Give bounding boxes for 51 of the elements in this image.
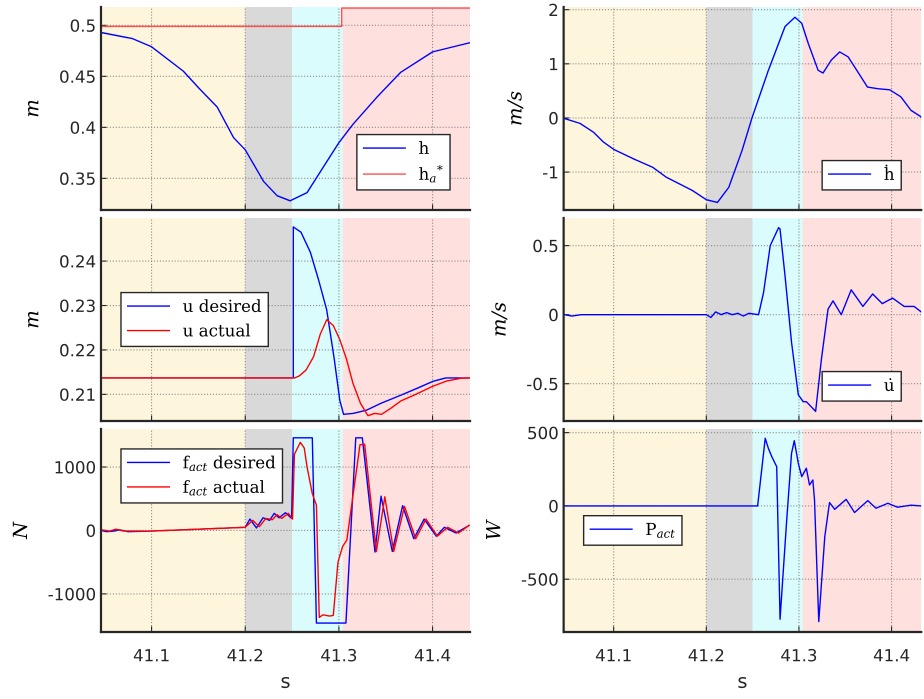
y-tick-label: 0.22 <box>60 344 94 357</box>
y-tick-label: -1 <box>542 166 558 178</box>
legend-label: f$_{act}$ actual <box>183 480 264 496</box>
line-series <box>564 16 922 204</box>
legend-label: u̇ <box>884 378 894 392</box>
y-tick-label: 0.5 <box>533 240 558 252</box>
y-tick-label: 0 <box>549 308 558 322</box>
y-axis-title: W <box>486 519 500 540</box>
y-tick-label: 0.4 <box>70 121 96 134</box>
y-tick-label: 1 <box>550 58 558 70</box>
x-axis-title: s <box>738 676 747 688</box>
y-tick-label: -1000 <box>48 588 96 600</box>
legend-label: u actual <box>183 324 250 337</box>
y-tick-label: 0 <box>86 524 96 538</box>
line-series <box>100 319 470 416</box>
y-tick-label: 0 <box>549 112 558 125</box>
legend-label: u desired <box>183 299 262 312</box>
y-tick-label: 0.5 <box>70 19 95 32</box>
x-tick-label: 41.2 <box>688 648 724 662</box>
y-tick-label: -500 <box>522 573 558 586</box>
y-axis-title: m/s <box>507 92 524 125</box>
x-tick-label: 41.1 <box>596 649 631 662</box>
y-tick-label: 1000 <box>56 461 96 474</box>
x-tick-label: 41.1 <box>134 649 169 662</box>
x-tick-label: 41.3 <box>781 648 816 662</box>
y-tick-label: 0.21 <box>60 388 95 401</box>
y-axis-title: m/s <box>491 302 508 336</box>
y-tick-label: 500 <box>528 426 558 440</box>
y-axis-title: m <box>28 100 38 116</box>
y-tick-label: -0.5 <box>527 378 558 390</box>
legend-label: h <box>419 141 429 154</box>
legend-label: f$_{act}$ desired <box>183 456 276 472</box>
line-series <box>100 32 470 202</box>
y-axis-title: N <box>12 521 28 540</box>
line-series <box>564 438 922 622</box>
y-axis-title: m <box>28 312 38 328</box>
line-series <box>564 226 922 412</box>
y-tick-label: 2 <box>549 4 558 16</box>
legend-label: P$_{act}$ <box>646 522 675 538</box>
y-tick-label: 0.45 <box>60 70 95 83</box>
x-tick-label: 41.2 <box>228 648 262 662</box>
y-tick-label: 0.23 <box>60 299 95 312</box>
x-tick-label: 41.4 <box>414 649 450 662</box>
x-axis-title: s <box>282 676 290 688</box>
x-tick-label: 41.4 <box>874 649 910 662</box>
legend-label: h$_{a}$$^{*}$ <box>419 165 443 182</box>
y-tick-label: 0 <box>549 500 558 512</box>
y-tick-label: 0.24 <box>60 255 96 268</box>
x-tick-label: 41.3 <box>321 648 356 662</box>
legend-label: ḣ <box>884 164 894 180</box>
y-tick-label: 0.35 <box>60 172 95 185</box>
